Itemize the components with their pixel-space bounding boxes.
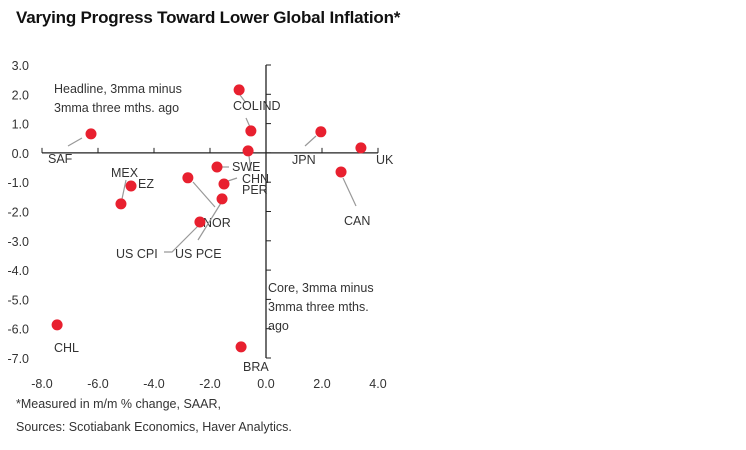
data-point-can bbox=[335, 166, 347, 178]
x-tick-label: -8.0 bbox=[31, 377, 53, 391]
y-tick-label: -4.0 bbox=[7, 264, 29, 278]
leader-line bbox=[248, 155, 252, 172]
chart-title: Varying Progress Toward Lower Global Inf… bbox=[16, 8, 401, 27]
x-tick-label: 0.0 bbox=[257, 377, 274, 391]
leader-line bbox=[304, 135, 317, 147]
y-tick-label: -7.0 bbox=[7, 352, 29, 366]
data-point-us-pce bbox=[216, 193, 228, 205]
data-point-uk bbox=[355, 142, 367, 154]
data-point-mex bbox=[115, 198, 127, 210]
x-tick-label: 2.0 bbox=[313, 377, 330, 391]
point-label: SAF bbox=[48, 152, 73, 166]
y-tick-label: 1.0 bbox=[12, 118, 29, 132]
point-label: NOR bbox=[203, 216, 231, 230]
data-point-per bbox=[242, 145, 254, 157]
point-label: JPN bbox=[292, 153, 316, 167]
source-note: Sources: Scotiabank Economics, Haver Ana… bbox=[16, 420, 292, 434]
point-label: SWE bbox=[232, 160, 260, 174]
leader-line bbox=[67, 137, 83, 147]
x-axis-label: ago bbox=[268, 319, 289, 333]
data-point-saf bbox=[85, 128, 97, 140]
point-label: BRA bbox=[243, 360, 269, 374]
point-label: CHL bbox=[54, 341, 79, 355]
point-label: EZ bbox=[138, 177, 154, 191]
y-tick-label: 3.0 bbox=[12, 59, 29, 73]
y-tick-label: 2.0 bbox=[12, 88, 29, 102]
x-tick-label: -2.0 bbox=[199, 377, 221, 391]
leader-line bbox=[121, 179, 127, 200]
y-axis-label: 3mma three mths. ago bbox=[54, 101, 179, 115]
leader-line bbox=[342, 177, 357, 207]
data-point-us-cpi bbox=[194, 216, 206, 228]
x-axis-label: Core, 3mma minus bbox=[268, 281, 374, 295]
leader-line bbox=[239, 94, 247, 104]
point-label: CAN bbox=[344, 214, 370, 228]
y-tick-label: 0.0 bbox=[12, 147, 29, 161]
point-label: COL bbox=[233, 99, 259, 113]
data-point-bra bbox=[235, 341, 247, 353]
data-point-ind bbox=[245, 125, 257, 137]
y-tick-label: -5.0 bbox=[7, 293, 29, 307]
x-axis-label: 3mma three mths. bbox=[268, 300, 369, 314]
leader-line bbox=[227, 177, 238, 182]
y-tick-label: -1.0 bbox=[7, 176, 29, 190]
y-tick-label: -6.0 bbox=[7, 323, 29, 337]
leader-line bbox=[164, 224, 200, 253]
y-axis-label: Headline, 3mma minus bbox=[54, 82, 182, 96]
data-point-swe bbox=[211, 161, 223, 173]
x-tick-label: -4.0 bbox=[143, 377, 165, 391]
data-point-ez bbox=[125, 180, 137, 192]
point-label: IND bbox=[259, 99, 281, 113]
footnote: *Measured in m/m % change, SAAR, bbox=[16, 397, 221, 411]
point-label: PER bbox=[242, 183, 268, 197]
x-tick-label: 4.0 bbox=[369, 377, 386, 391]
point-label: CHN bbox=[242, 172, 269, 186]
data-point-col bbox=[233, 84, 245, 96]
data-point-chn bbox=[218, 178, 230, 190]
point-label: US PCE bbox=[175, 247, 222, 261]
leader-line bbox=[197, 202, 222, 241]
x-tick-label: -6.0 bbox=[87, 377, 109, 391]
point-label: UK bbox=[376, 153, 394, 167]
point-label: US CPI bbox=[116, 247, 158, 261]
data-point-jpn bbox=[315, 126, 327, 138]
leader-line bbox=[245, 117, 251, 128]
leader-line bbox=[192, 181, 216, 208]
y-tick-label: -2.0 bbox=[7, 206, 29, 220]
data-point-nor bbox=[182, 172, 194, 184]
data-point-chl bbox=[51, 319, 63, 331]
point-label: MEX bbox=[111, 166, 139, 180]
y-tick-label: -3.0 bbox=[7, 235, 29, 249]
